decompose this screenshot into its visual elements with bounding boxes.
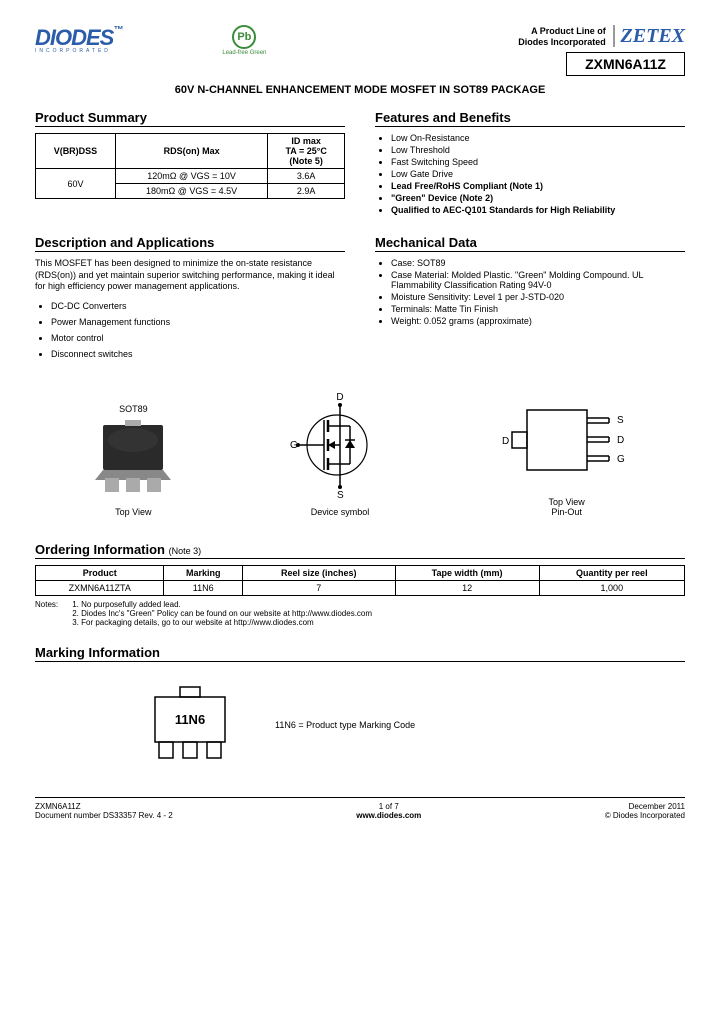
header: DIODES™ INCORPORATED Pb Lead-free Green … [35, 25, 685, 76]
list-item: Case: SOT89 [391, 258, 685, 268]
list-item: Terminals: Matte Tin Finish [391, 304, 685, 314]
zetex-logo: ZETEX [613, 25, 685, 47]
device-symbol-label: Device symbol [280, 507, 400, 517]
svg-text:S: S [337, 490, 344, 500]
product-summary-heading: Product Summary [35, 110, 345, 127]
product-summary-table: V(BR)DSS RDS(on) Max ID maxTA = 25°C(Not… [35, 133, 345, 199]
footer-url: www.diodes.com [356, 811, 421, 820]
diagrams-row: SOT89 Top View D [35, 390, 685, 517]
svg-text:G: G [290, 440, 298, 451]
lead-free-icon: Pb Lead-free Green [222, 25, 266, 56]
list-item: Disconnect switches [51, 349, 345, 359]
ordering-heading: Ordering Information (Note 3) [35, 542, 685, 559]
features-list: Low On-Resistance Low Threshold Fast Switc… [375, 133, 685, 215]
description-text: This MOSFET has been designed to minimiz… [35, 258, 345, 293]
footer-page: 1 of 7 [356, 802, 421, 811]
ordering-notes: Notes: 1. No purposefully added lead.2. … [35, 600, 685, 627]
marking-heading: Marking Information [35, 645, 685, 662]
list-item: Low Gate Drive [391, 169, 685, 179]
sot89-package-icon [83, 420, 183, 500]
sot89-label-top: SOT89 [83, 404, 183, 414]
pinout-label: Top ViewPin-Out [497, 497, 637, 517]
list-item: Lead Free/RoHS Compliant (Note 1) [391, 181, 685, 191]
list-item: Qualified to AEC-Q101 Standards for High… [391, 205, 685, 215]
list-item: Low On-Resistance [391, 133, 685, 143]
features-heading: Features and Benefits [375, 110, 685, 127]
footer-doc: Document number DS33357 Rev. 4 - 2 [35, 811, 173, 820]
applications-list: DC-DC Converters Power Management functio… [35, 301, 345, 359]
device-symbol-icon: D G [280, 390, 400, 500]
marking-desc: 11N6 = Product type Marking Code [275, 720, 415, 730]
footer: ZXMN6A11Z Document number DS33357 Rev. 4… [35, 797, 685, 820]
svg-text:S: S [617, 415, 624, 426]
footer-part: ZXMN6A11Z [35, 802, 173, 811]
list-item: Case Material: Molded Plastic. "Green" M… [391, 270, 685, 290]
svg-text:G: G [617, 454, 625, 465]
sot89-label: Top View [83, 507, 183, 517]
part-number-box: ZXMN6A11Z [566, 52, 685, 76]
svg-text:D: D [617, 435, 624, 446]
page-title: 60V N-CHANNEL ENHANCEMENT MODE MOSFET IN… [35, 84, 685, 96]
list-item: DC-DC Converters [51, 301, 345, 311]
list-item: Fast Switching Speed [391, 157, 685, 167]
diodes-logo: DIODES™ INCORPORATED [35, 25, 122, 54]
pinout-icon: S D G D [497, 390, 637, 490]
product-line-2: Diodes Incorporated [518, 37, 606, 47]
terminal-d-label: D [336, 392, 343, 403]
list-item: "Green" Device (Note 2) [391, 193, 685, 203]
list-item: Motor control [51, 333, 345, 343]
svg-text:D: D [502, 436, 509, 447]
mechanical-heading: Mechanical Data [375, 235, 685, 252]
list-item: Power Management functions [51, 317, 345, 327]
footer-date: December 2011 [605, 802, 685, 811]
footer-copyright: © Diodes Incorporated [605, 811, 685, 820]
ordering-table: ProductMarkingReel size (inches)Tape wid… [35, 565, 685, 596]
product-line-1: A Product Line of [531, 26, 606, 36]
list-item: Moisture Sensitivity: Level 1 per J-STD-… [391, 292, 685, 302]
svg-text:11N6: 11N6 [175, 712, 205, 727]
mechanical-list: Case: SOT89 Case Material: Molded Plastic… [375, 258, 685, 326]
description-heading: Description and Applications [35, 235, 345, 252]
list-item: Weight: 0.052 grams (approximate) [391, 316, 685, 326]
list-item: Low Threshold [391, 145, 685, 155]
marking-package-icon: 11N6 [135, 682, 245, 767]
